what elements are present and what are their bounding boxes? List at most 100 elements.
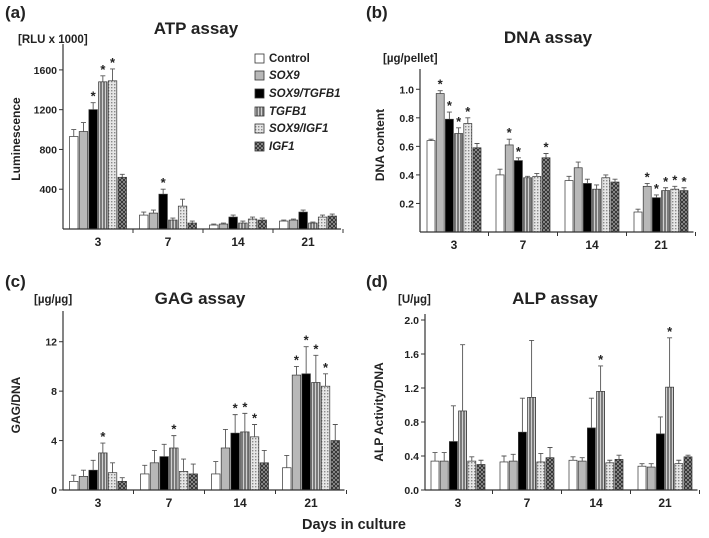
- plot-area-d: 0.0 0.4 0.8 1.2 1.6 2.0 3 7 * 14 * 21: [404, 314, 700, 510]
- panel-letter-d: (d): [366, 272, 388, 291]
- y-tick-label-d: 1.6: [404, 349, 419, 361]
- error-bar-d: [570, 456, 576, 461]
- bar-b-day14-tgfb1: [592, 188, 601, 233]
- y-tick-label-c: 0: [51, 485, 57, 497]
- error-bar-c: [151, 450, 157, 463]
- legend-swatch-sox9: [254, 70, 265, 81]
- bar-a-day3-control: [69, 136, 79, 230]
- significance-star-c: *: [100, 429, 106, 444]
- significance-star-a: *: [161, 175, 167, 190]
- bar-a-day3-igf1: [117, 176, 127, 230]
- error-bar-d: [598, 365, 604, 392]
- panel-title-c: GAG assay: [155, 289, 246, 308]
- error-bar-c: [232, 414, 238, 434]
- error-bar-b: [663, 187, 669, 191]
- y-tick-label-a: 1200: [34, 105, 58, 117]
- bar-c-day21-control: [282, 467, 292, 491]
- bar-a-day7-tgfb1: [168, 219, 178, 230]
- bar-a-day21-tgfb1: [308, 222, 318, 230]
- significance-star-b: *: [516, 144, 522, 159]
- error-bar-b: [456, 127, 462, 134]
- y-axis-label-d: ALP Activity/DNA: [372, 362, 386, 462]
- y-axis-label-b: DNA content: [373, 109, 387, 181]
- bar-c-day21-sox9-tgfb1: [301, 373, 311, 491]
- bar-a-day7-igf1: [187, 222, 197, 230]
- error-bar-d: [667, 337, 673, 388]
- bar-c-day14-sox9-tgfb1: [230, 432, 240, 491]
- error-bar-c: [213, 461, 219, 474]
- bar-d-day7-control: [499, 461, 509, 491]
- error-bar-c: [161, 443, 167, 457]
- bar-a-day14-sox9-tgfb1: [228, 216, 238, 230]
- bar-b-day14-control: [564, 180, 574, 233]
- panel-title-d: ALP assay: [512, 289, 598, 308]
- error-bar-d: [432, 452, 438, 462]
- bar-b-day21-control: [633, 211, 643, 233]
- x-tick-label-c: 21: [304, 496, 318, 510]
- error-bar-a: [211, 223, 217, 226]
- x-tick-label-a: 7: [165, 235, 172, 249]
- panel-letter-b: (b): [366, 3, 388, 22]
- bar-a-day3-sox9-tgfb1: [88, 109, 98, 230]
- bar-a-day14-tgfb1: [238, 222, 248, 230]
- bar-c-day14-igf1: [259, 462, 269, 491]
- error-bar-a: [90, 102, 96, 110]
- error-bar-c: [100, 442, 106, 453]
- error-bar-d: [501, 455, 507, 462]
- legend-label-control: Control: [269, 53, 310, 65]
- error-bar-b: [603, 174, 609, 178]
- legend-label-igf1: IGF1: [269, 141, 295, 153]
- bar-b-day3-sox9-tgfb1: [445, 118, 454, 233]
- error-bar-c: [261, 450, 267, 463]
- bar-a-day21-igf1: [327, 215, 337, 230]
- bar-b-day21-tgfb1: [661, 190, 670, 233]
- plot-area-b: 0.20.40.60.81.0 ****3** *7 14** * * *21: [399, 69, 696, 252]
- significance-star-b: *: [645, 169, 651, 184]
- x-tick-label-a: 3: [95, 235, 102, 249]
- error-bar-b: [612, 178, 618, 183]
- bar-c-day14-tgfb1: [240, 431, 250, 491]
- bar-c-day3-sox9-tgfb1: [88, 469, 98, 491]
- bar-d-day3-sox9-igf1: [467, 460, 477, 491]
- x-tick-label-a: 21: [301, 235, 315, 249]
- error-bar-a: [119, 173, 125, 178]
- significance-star-b: *: [543, 140, 549, 155]
- x-tick-label-d: 21: [658, 496, 672, 510]
- significance-star-b: *: [456, 114, 462, 129]
- error-bar-a: [220, 222, 226, 225]
- legend-swatch-tgfb1: [254, 106, 265, 117]
- significance-star-a: *: [100, 62, 106, 77]
- legend-swatch-sox9-igf1: [254, 123, 265, 134]
- error-bar-c: [71, 474, 77, 482]
- y-tick-label-b: 1.0: [399, 84, 414, 96]
- error-bar-c: [323, 373, 329, 387]
- bar-b-day21-sox9-igf1: [670, 188, 680, 233]
- bar-b-day14-sox9: [573, 167, 583, 233]
- error-bar-c: [171, 435, 177, 448]
- error-bar-b: [497, 168, 503, 175]
- legend-swatch-sox9-tgfb1: [254, 88, 265, 99]
- bar-b-day7-sox9-igf1: [532, 175, 542, 233]
- legend-item-sox9-tgfb1: SOX9/TGFB1: [254, 88, 341, 100]
- y-tick-label-b: 0.4: [399, 170, 414, 182]
- error-bar-a: [71, 129, 77, 137]
- error-bar-d: [538, 453, 544, 462]
- panel-title-a: ATP assay: [154, 19, 239, 38]
- error-bar-a: [281, 219, 287, 222]
- error-bar-c: [190, 463, 196, 474]
- significance-star-a: *: [91, 89, 97, 104]
- bar-b-day7-sox9: [504, 144, 514, 233]
- bar-a-day3-tgfb1: [98, 81, 108, 230]
- bar-b-day14-sox9-igf1: [601, 177, 611, 233]
- bar-d-day14-igf1: [614, 459, 624, 491]
- bar-d-day3-sox9-tgfb1: [449, 441, 458, 491]
- panel-title-b: DNA assay: [504, 28, 593, 47]
- error-bar-b: [525, 175, 531, 178]
- error-bar-d: [478, 459, 484, 465]
- error-bar-b: [534, 173, 540, 177]
- bar-b-day3-igf1: [472, 147, 482, 233]
- error-bar-c: [293, 365, 299, 376]
- bar-a-day14-sox9: [218, 223, 229, 230]
